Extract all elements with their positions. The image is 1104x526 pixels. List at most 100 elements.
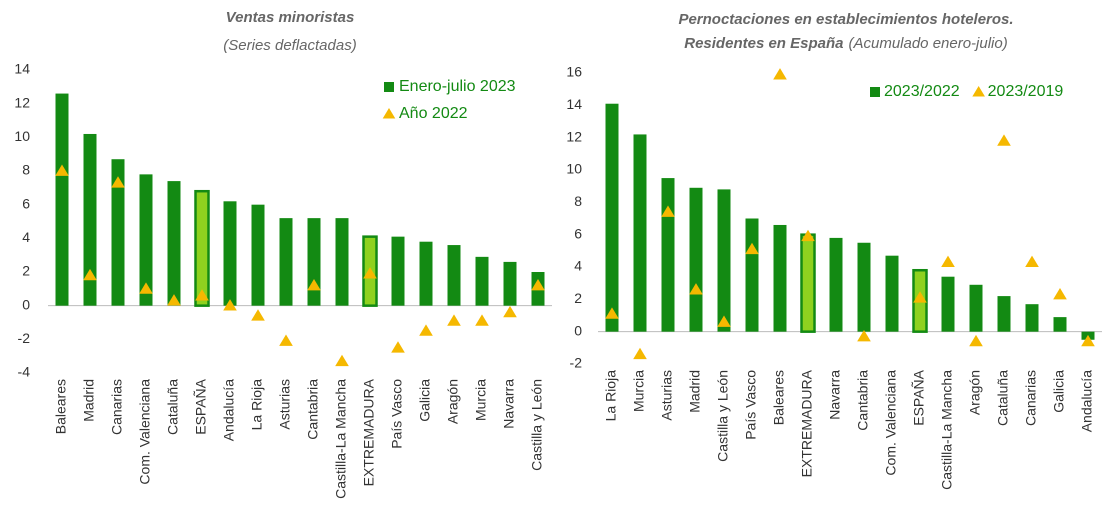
marker — [195, 289, 209, 301]
bar — [279, 218, 293, 306]
marker — [307, 278, 321, 291]
marker — [167, 294, 181, 306]
marker — [55, 164, 69, 176]
y-tick-label: 2 — [22, 263, 30, 279]
y-tick-label: 0 — [574, 322, 582, 338]
marker — [745, 242, 759, 255]
marker — [475, 314, 489, 326]
bar — [419, 241, 433, 306]
legend-label: 2023/2022 — [884, 83, 960, 100]
marker — [419, 324, 433, 336]
marker — [969, 334, 983, 347]
bar — [111, 159, 125, 306]
x-tick-label: Aragón — [445, 379, 461, 424]
marker — [223, 299, 237, 311]
marker — [531, 278, 545, 291]
chart-title: Pernoctaciones en establecimientos hotel… — [678, 11, 1013, 28]
x-tick-label: La Rioja — [603, 370, 619, 422]
y-tick-label: -4 — [18, 364, 31, 380]
x-tick-label: Baleares — [771, 370, 787, 425]
y-tick-label: 12 — [566, 128, 582, 144]
x-tick-label: Madrid — [687, 370, 703, 413]
bar — [1025, 304, 1039, 332]
marker — [363, 267, 377, 279]
bar — [857, 242, 871, 332]
marker — [251, 309, 265, 321]
x-tick-label: Andalucía — [1079, 370, 1095, 432]
y-tick-label: 10 — [566, 161, 582, 177]
legend-label: 2023/2019 — [988, 83, 1064, 100]
x-tick-label: Castilla-La Mancha — [333, 379, 349, 499]
x-tick-label: Canarias — [1023, 370, 1039, 426]
bar — [717, 189, 731, 332]
marker — [391, 341, 405, 353]
x-tick-label: Baleares — [53, 379, 69, 434]
marker — [1025, 255, 1039, 268]
y-tick-label: 8 — [574, 193, 582, 209]
x-tick-label: La Rioja — [249, 379, 265, 431]
marker — [83, 268, 97, 281]
marker — [997, 134, 1011, 146]
bar — [223, 201, 237, 306]
x-tick-label: Aragón — [967, 370, 983, 415]
chart-title: Ventas minoristas — [226, 9, 355, 26]
x-tick-label: Murcia — [631, 370, 647, 412]
bar — [475, 256, 489, 306]
bar — [503, 261, 517, 306]
chart-subtitle: (Series deflactadas) — [223, 37, 356, 54]
legend-swatch — [972, 86, 985, 97]
x-tick-label: País Vasco — [389, 379, 405, 449]
x-tick-label: Castilla y León — [529, 379, 545, 471]
x-tick-label: Cataluña — [995, 370, 1011, 426]
marker — [913, 291, 927, 303]
x-tick-label: Navarra — [827, 370, 843, 420]
marker — [1081, 334, 1095, 347]
bar — [941, 276, 955, 332]
x-tick-label: Cantabria — [855, 370, 871, 431]
x-tick-label: Castilla y León — [715, 370, 731, 462]
legend-label: Enero-julio 2023 — [399, 78, 516, 95]
bar — [969, 284, 983, 332]
legend-label: Año 2022 — [399, 105, 468, 122]
y-tick-label: 14 — [14, 61, 30, 77]
marker — [661, 205, 675, 217]
marker — [633, 347, 647, 360]
x-tick-label: Cataluña — [165, 379, 181, 435]
marker — [801, 229, 815, 242]
x-tick-label: Andalucía — [221, 379, 237, 441]
marker — [335, 354, 349, 367]
bar — [335, 218, 349, 306]
y-tick-label: 6 — [574, 225, 582, 241]
chart-title: Pernoctaciones en establecimientos hotel… — [678, 11, 1013, 28]
bar — [633, 134, 647, 332]
y-tick-label: 8 — [22, 162, 30, 178]
bar — [83, 133, 97, 306]
y-tick-label: 10 — [14, 128, 30, 144]
bar — [447, 245, 461, 306]
bar — [800, 233, 816, 333]
bar — [139, 174, 153, 306]
x-tick-label: Murcia — [473, 379, 489, 421]
marker — [773, 68, 787, 80]
x-tick-label: EXTREMADURA — [361, 378, 377, 486]
marker — [279, 334, 293, 346]
y-tick-label: 16 — [566, 64, 582, 80]
y-tick-label: 12 — [14, 94, 30, 110]
bar — [745, 218, 759, 332]
x-tick-label: Com. Valenciana — [137, 379, 153, 485]
marker — [111, 176, 125, 188]
marker — [857, 330, 871, 342]
marker — [605, 307, 619, 319]
x-tick-label: Canarias — [109, 379, 125, 435]
marker — [717, 315, 731, 327]
y-tick-label: -2 — [570, 355, 583, 371]
marker — [941, 255, 955, 268]
bar — [829, 237, 843, 332]
bar — [661, 178, 675, 332]
chart-title: Residentes en España (Acumulado enero-jul… — [684, 35, 1007, 52]
y-tick-label: 0 — [22, 296, 30, 312]
bar — [391, 236, 405, 306]
marker — [139, 282, 153, 294]
x-tick-label: ESPAÑA — [911, 369, 927, 425]
